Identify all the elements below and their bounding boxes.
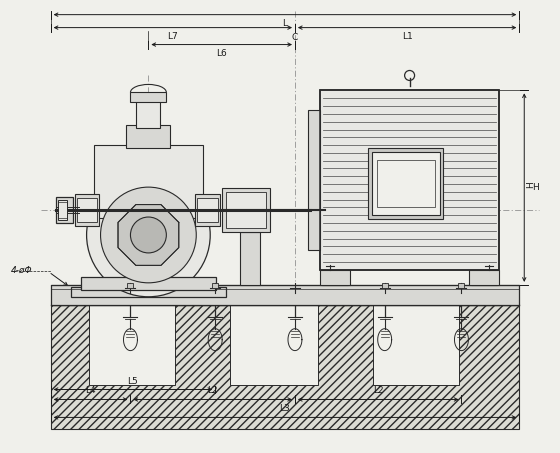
Text: H: H (526, 181, 535, 188)
Bar (51, 305, 519, 429)
Text: L3: L3 (279, 405, 290, 414)
Text: L5: L5 (128, 376, 138, 386)
Text: L2: L2 (207, 386, 218, 395)
Text: L2: L2 (373, 386, 384, 395)
Bar (128, 283, 133, 288)
Text: L7: L7 (167, 32, 178, 41)
Circle shape (130, 217, 166, 253)
Bar (320, 270, 350, 285)
Bar (240, 232, 260, 285)
Bar (195, 194, 220, 226)
Bar (197, 198, 218, 222)
Bar (74, 194, 99, 226)
Bar (71, 287, 226, 297)
Text: H: H (532, 183, 539, 192)
Bar (58, 200, 67, 220)
Bar (94, 145, 203, 218)
Polygon shape (118, 205, 179, 265)
Bar (212, 283, 218, 288)
Bar (368, 148, 444, 219)
Bar (320, 91, 500, 270)
Bar (459, 283, 464, 288)
Text: L6: L6 (216, 48, 227, 58)
Text: L: L (282, 19, 287, 28)
Bar (77, 198, 96, 222)
Text: 4-øΦ: 4-øΦ (11, 265, 32, 275)
Bar (377, 160, 435, 207)
Bar (130, 92, 166, 102)
Text: C: C (292, 33, 298, 42)
Bar (81, 277, 216, 290)
Bar (226, 192, 266, 228)
Bar (230, 305, 318, 385)
Bar (308, 111, 320, 250)
Bar (51, 285, 519, 305)
Bar (55, 197, 73, 223)
Bar (372, 152, 440, 215)
Bar (382, 283, 388, 288)
Bar (320, 91, 500, 270)
Bar (137, 101, 160, 128)
Bar (469, 270, 500, 285)
Bar (373, 305, 459, 385)
Bar (222, 188, 270, 232)
Circle shape (101, 187, 196, 283)
Text: L4: L4 (85, 386, 96, 395)
Bar (88, 305, 175, 385)
Circle shape (87, 173, 210, 297)
Text: L1: L1 (402, 32, 413, 41)
Bar (127, 125, 170, 148)
